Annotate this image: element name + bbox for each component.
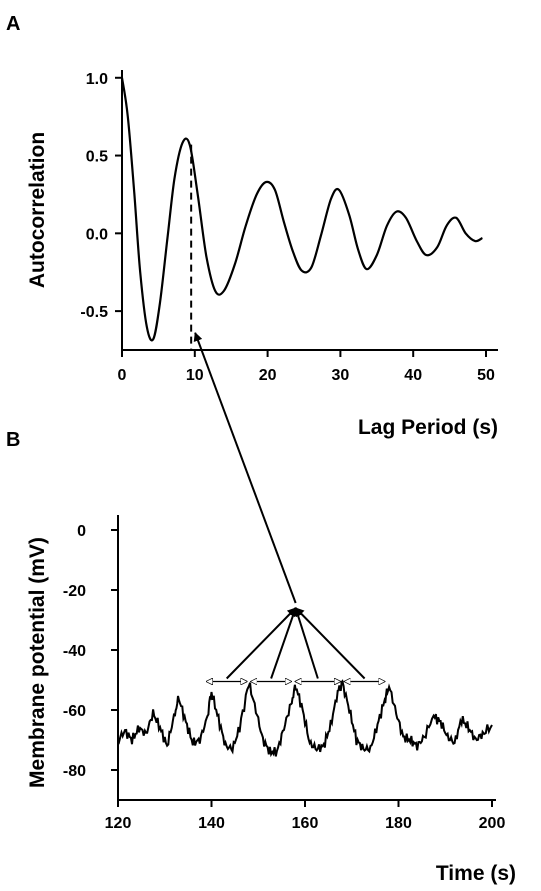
panel-a-y-tick-label: 0.0 xyxy=(86,226,108,243)
panel-a-chart: 0 10 20 30 40 50 1.0 0.5 0.0 -0.5 xyxy=(80,70,498,384)
panel-a-y-tick-label: 1.0 xyxy=(86,71,108,88)
panel-b-x-tick-label: 180 xyxy=(385,815,412,832)
panel-b-y-tick-label: -80 xyxy=(63,763,86,780)
converging-arrow xyxy=(270,607,298,679)
panel-a-x-tick-label: 20 xyxy=(259,367,277,384)
panel-b-x-tick-label: 200 xyxy=(479,815,506,832)
converging-arrow xyxy=(293,607,319,679)
panel-a-x-tick-label: 40 xyxy=(404,367,422,384)
panel-b-x-tick-label: 120 xyxy=(105,815,132,832)
panel-b-chart: 120 140 160 180 200 0 -20 -40 -60 -80 xyxy=(63,515,506,832)
panel-a-x-tick-label: 50 xyxy=(477,367,495,384)
panel-a-y-axis-title: Autocorrelation xyxy=(26,132,49,288)
panel-a-label: A xyxy=(6,13,20,35)
panel-b-y-tick-label: -60 xyxy=(63,703,86,720)
converging-arrow xyxy=(294,607,366,680)
autocorrelation-curve xyxy=(120,77,483,342)
panel-a-x-tick-label: 0 xyxy=(118,367,127,384)
panel-b-label: B xyxy=(6,429,20,451)
panel-b-x-axis-title: Time (s) xyxy=(436,862,516,885)
panel-b-x-tick-label: 140 xyxy=(198,815,225,832)
panel-b-y-tick-label: -20 xyxy=(63,583,86,600)
panel-a-x-tick-label: 10 xyxy=(186,367,204,384)
panel-b-y-tick-label: -40 xyxy=(63,643,86,660)
panel-b-x-tick-label: 160 xyxy=(292,815,319,832)
panel-b-y-tick-label: 0 xyxy=(77,523,86,540)
panel-a-y-tick-label: -0.5 xyxy=(80,304,108,321)
converging-arrow xyxy=(225,607,297,680)
panel-a-x-axis-title: Lag Period (s) xyxy=(358,416,498,439)
panel-a-x-tick-label: 30 xyxy=(332,367,350,384)
period-link-arrow xyxy=(193,332,297,604)
panel-b-y-axis-title: Membrane potential (mV) xyxy=(26,537,49,788)
membrane-potential-trace xyxy=(117,679,493,758)
panel-a-y-tick-label: 0.5 xyxy=(86,149,108,166)
